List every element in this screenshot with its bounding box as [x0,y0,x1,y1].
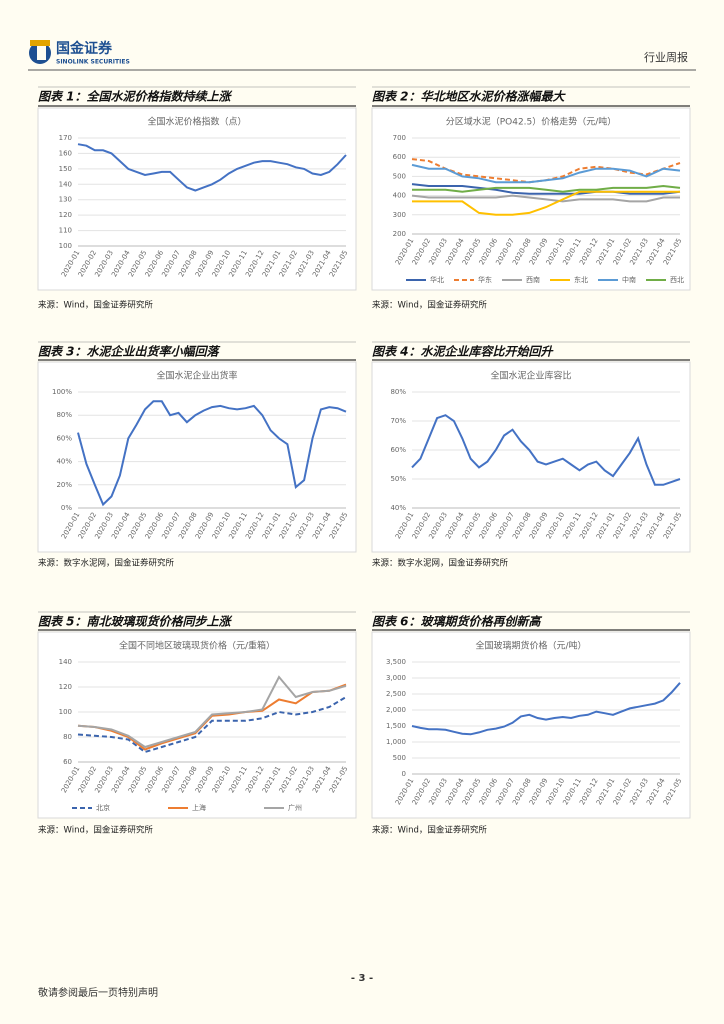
y-tick-label: 700 [393,134,406,142]
legend-label: 广州 [288,803,302,812]
y-tick-label: 70% [390,417,406,425]
y-tick-label: 500 [393,172,406,180]
legend-label: 西北 [670,276,684,284]
y-tick-label: 0 [402,770,406,778]
legend-label: 北京 [96,803,110,812]
figure-caption: 图表 6：玻璃期货价格再创新高 [372,615,543,629]
logo-subtext: SINOLINK SECURITIES [56,59,130,66]
legend-label: 中南 [622,275,636,284]
figure-caption: 图表 3：水泥企业出货率小幅回落 [38,345,221,359]
figure-source: 来源：Wind，国金证券研究所 [38,300,153,311]
chart-title: 全国水泥企业出货率 [156,370,237,382]
data-line [411,414,681,486]
y-tick-label: 40% [56,458,72,466]
legend-label: 西南 [526,275,540,284]
y-tick-label: 140 [59,180,72,188]
figure-source: 来源：数字水泥网，国金证券研究所 [372,558,509,569]
figure-source: 来源：Wind，国金证券研究所 [372,825,487,836]
report-type: 行业周报 [644,50,688,64]
chart-title: 全国不同地区玻璃现货价格（元/重箱） [119,640,275,652]
chart-title: 全国水泥价格指数（点） [147,116,246,128]
figure-caption: 图表 2：华北地区水泥价格涨幅最大 [372,90,567,104]
data-line [412,184,681,193]
y-tick-label: 140 [59,658,72,666]
y-tick-label: 0% [61,504,72,512]
y-tick-label: 80% [56,411,72,419]
chart-title: 全国水泥企业库容比 [490,370,571,382]
y-tick-label: 3,000 [386,674,406,682]
y-tick-label: 100 [59,708,72,716]
y-tick-label: 50% [390,475,406,483]
chart-title: 全国玻璃期货价格（元/吨） [475,640,586,652]
y-tick-label: 600 [393,153,406,161]
figure-source: 来源：数字水泥网，国金证券研究所 [38,558,175,569]
data-line [77,400,347,507]
figure-caption: 图表 5：南北玻璃现货价格同步上涨 [38,615,233,629]
legend-label: 华北 [430,275,444,284]
chart-frame [37,631,357,819]
y-tick-label: 300 [393,211,406,219]
y-tick-label: 170 [59,134,72,142]
y-tick-label: 60% [56,434,72,442]
y-tick-label: 110 [59,227,72,235]
chart-frame [371,631,691,819]
figure-caption: 图表 1：全国水泥价格指数持续上涨 [38,90,233,104]
figure: 图表 4：水泥企业库容比开始回升全国水泥企业库容比来源：数字水泥网，国金证券研究… [371,341,691,569]
y-tick-label: 80% [390,388,406,396]
legend-label: 华东 [478,275,492,284]
legend-label: 东北 [574,275,588,284]
y-tick-label: 130 [59,196,72,204]
figure-caption: 图表 4：水泥企业库容比开始回升 [372,345,555,359]
data-line [411,194,680,203]
y-tick-label: 160 [59,149,72,157]
data-line [411,682,681,736]
y-tick-label: 80 [63,733,72,741]
page-number: - 3 - [351,973,373,984]
y-tick-label: 120 [59,211,72,219]
data-line [77,675,347,749]
chart-frame [371,361,691,553]
data-line [412,190,680,216]
y-tick-label: 60% [390,446,406,454]
chart-title: 分区域水泥（PO42.5）价格走势（元/吨） [446,116,617,128]
y-tick-label: 2,500 [386,690,406,698]
disclaimer: 敬请参阅最后一页特别声明 [38,986,158,999]
y-tick-label: 100% [52,388,72,396]
y-tick-label: 100 [59,242,72,250]
figure-source: 来源：Wind，国金证券研究所 [372,300,487,311]
y-tick-label: 2,000 [386,706,406,714]
figure-source: 来源：Wind，国金证券研究所 [38,825,153,836]
logo-icon [30,40,50,46]
y-tick-label: 40% [390,504,406,512]
logo-icon [37,46,46,60]
y-tick-label: 400 [393,192,406,200]
y-tick-label: 20% [56,481,72,489]
data-line [411,163,681,184]
y-tick-label: 500 [393,754,406,762]
logo: 国金证券 SINOLINK SECURITIES [29,40,130,66]
y-tick-label: 3,500 [386,658,406,666]
data-line [77,696,347,754]
logo-text: 国金证券 [56,40,113,57]
legend-label: 上海 [192,803,206,812]
figure: 图表 3：水泥企业出货率小幅回落全国水泥企业出货率来源：数字水泥网，国金证券研究… [37,341,357,569]
chart-frame [37,361,357,553]
y-tick-label: 1,000 [386,738,406,746]
y-tick-label: 120 [59,683,72,691]
data-line [411,183,681,195]
y-tick-label: 150 [59,165,72,173]
y-tick-label: 60 [63,758,72,766]
y-tick-label: 200 [393,230,406,238]
y-tick-label: 1,500 [386,722,406,730]
data-line [77,143,347,192]
